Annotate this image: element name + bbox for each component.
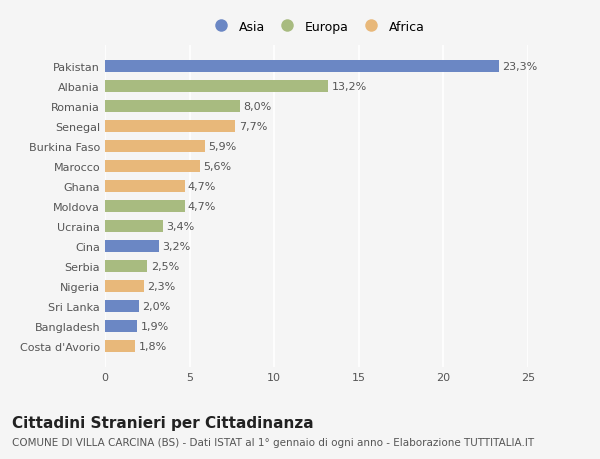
Bar bbox=[105, 341, 136, 353]
Bar bbox=[105, 80, 328, 93]
Text: 8,0%: 8,0% bbox=[244, 101, 272, 112]
Text: 3,4%: 3,4% bbox=[166, 222, 194, 231]
Text: 5,9%: 5,9% bbox=[208, 141, 236, 151]
Bar bbox=[105, 221, 163, 233]
Bar bbox=[105, 161, 200, 173]
Text: 4,7%: 4,7% bbox=[188, 202, 216, 212]
Text: 13,2%: 13,2% bbox=[332, 82, 367, 91]
Text: 4,7%: 4,7% bbox=[188, 182, 216, 191]
Bar bbox=[105, 301, 139, 313]
Text: 5,6%: 5,6% bbox=[203, 162, 231, 172]
Bar bbox=[105, 320, 137, 333]
Text: 3,2%: 3,2% bbox=[163, 241, 191, 252]
Text: 2,5%: 2,5% bbox=[151, 262, 179, 272]
Bar bbox=[105, 280, 144, 292]
Text: 2,0%: 2,0% bbox=[142, 302, 170, 312]
Text: 2,3%: 2,3% bbox=[148, 281, 176, 291]
Text: 1,8%: 1,8% bbox=[139, 341, 167, 352]
Bar bbox=[105, 140, 205, 152]
Bar bbox=[105, 101, 241, 112]
Bar bbox=[105, 241, 159, 252]
Text: 7,7%: 7,7% bbox=[239, 122, 267, 132]
Text: Cittadini Stranieri per Cittadinanza: Cittadini Stranieri per Cittadinanza bbox=[12, 415, 314, 431]
Bar bbox=[105, 201, 185, 213]
Text: COMUNE DI VILLA CARCINA (BS) - Dati ISTAT al 1° gennaio di ogni anno - Elaborazi: COMUNE DI VILLA CARCINA (BS) - Dati ISTA… bbox=[12, 437, 534, 447]
Bar bbox=[105, 180, 185, 192]
Bar bbox=[105, 61, 499, 73]
Legend: Asia, Europa, Africa: Asia, Europa, Africa bbox=[205, 17, 428, 37]
Text: 1,9%: 1,9% bbox=[140, 322, 169, 331]
Bar bbox=[105, 261, 148, 273]
Text: 23,3%: 23,3% bbox=[503, 62, 538, 72]
Bar bbox=[105, 121, 235, 133]
